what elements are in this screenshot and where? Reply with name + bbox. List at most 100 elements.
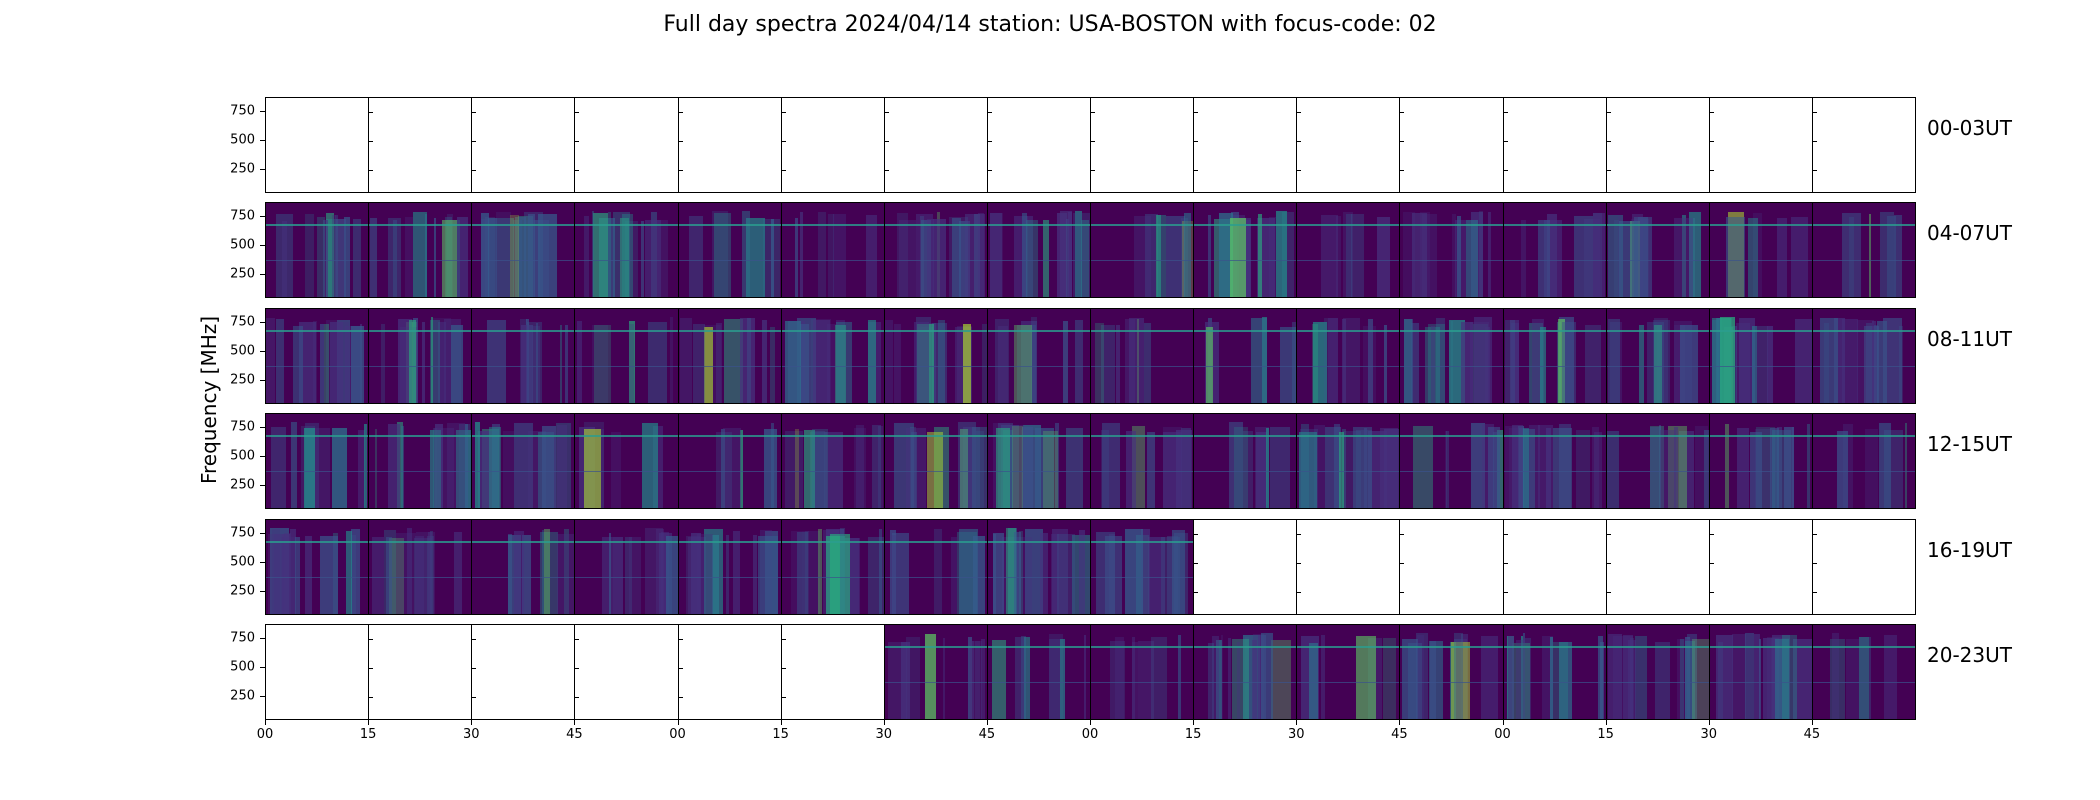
spectrum-stripe [1553, 642, 1568, 719]
spectrum-band-line [1606, 223, 1709, 226]
spectrum-stripe [995, 428, 1010, 508]
panel-tick [1297, 563, 1302, 565]
panel-tick [1091, 141, 1095, 143]
spectrum-stripe [1460, 634, 1469, 719]
spectrum-stripe [1753, 213, 1762, 297]
spectrum-stripe [1753, 633, 1760, 719]
spectrum-stripe [1865, 428, 1879, 508]
panel-tick [1709, 141, 1714, 143]
spectrum-stripe [350, 535, 356, 614]
spectrum-stripe [1466, 219, 1479, 297]
spectrum-band-line [266, 223, 369, 226]
spectrum-stripe [1752, 326, 1757, 403]
panel-tick [781, 111, 786, 113]
spectrum-stripe [1425, 326, 1440, 403]
spectrum-stripe [1770, 428, 1780, 508]
spectrum-panel [1708, 413, 1813, 509]
spectrum-band-line [575, 366, 678, 368]
spectrum-stripe [981, 639, 986, 719]
spectrum-stripe [324, 323, 329, 403]
spectrum-stripe [971, 427, 987, 508]
spectrum-stripe [669, 317, 673, 403]
spectrum-stripe [1529, 424, 1541, 508]
spectrum-stripe [266, 317, 276, 403]
spectrum-stripe [393, 219, 397, 297]
spectrum-stripe [1654, 325, 1663, 403]
spectrum-panel [1502, 624, 1607, 720]
spectrum-panel [1811, 413, 1916, 509]
spectrum-stripe [913, 321, 929, 403]
spectrum-stripe [1114, 637, 1124, 719]
spectrum-stripe [369, 218, 378, 297]
spectrum-stripe [1341, 319, 1346, 403]
spectrum-stripe [1519, 428, 1530, 508]
spectrum-stripe [689, 215, 704, 297]
spectrum-stripe [1905, 423, 1908, 508]
x-tick-label: 15 [1184, 727, 1202, 742]
spectrum-panel [780, 202, 885, 298]
spectrum-stripe [697, 533, 714, 614]
panel-tick [1812, 111, 1817, 113]
y-tick-label: 750 [230, 630, 255, 646]
spectrum-band-line [987, 366, 1090, 368]
spectrum-panel [1090, 519, 1195, 615]
spectrum-stripe [310, 428, 331, 508]
spectrum-band-line [1606, 434, 1709, 437]
spectrum-band-line [1503, 366, 1606, 368]
spectrum-band-line [1812, 645, 1915, 648]
spectrum-band-line [1812, 223, 1915, 226]
y-tick-label: 250 [230, 477, 255, 493]
spectrum-stripe [388, 217, 401, 297]
spectrum-panel [574, 308, 679, 404]
panel-tick [472, 170, 477, 172]
panel-tick [1297, 592, 1302, 594]
spectrum-stripe [1718, 642, 1724, 719]
spectrum-band-line [1194, 645, 1297, 648]
spectrum-stripe [910, 432, 918, 508]
spectrum-band-line [1812, 366, 1915, 368]
spectrum-stripe [1550, 636, 1553, 719]
spectrum-band-line [1812, 260, 1915, 262]
spectrum-stripe [564, 325, 568, 403]
spectrum-panel [677, 97, 782, 193]
spectrum-stripe [1022, 426, 1033, 508]
spectrum-stripe [1558, 642, 1573, 719]
spectrum-stripe [593, 325, 611, 403]
spectrum-band-line [781, 223, 884, 226]
spectrum-stripe [644, 220, 662, 297]
spectrum-stripe [1300, 428, 1318, 508]
spectrum-stripe [1165, 215, 1186, 297]
y-tick-label: 500 [230, 343, 255, 359]
spectrum-band-line [1091, 329, 1194, 332]
spectrum-stripe [747, 318, 752, 403]
y-tick-mark [260, 110, 265, 112]
spectrum-stripe [771, 422, 775, 508]
panel-tick [1503, 141, 1508, 143]
spectrum-stripe [1574, 215, 1594, 297]
panel-tick [1503, 111, 1508, 113]
spectrum-panel [1193, 202, 1298, 298]
spectrum-stripe [1132, 641, 1139, 719]
spectrum-stripe [1265, 427, 1269, 508]
spectrum-band-line [1297, 223, 1400, 226]
spectrum-stripe [427, 535, 435, 614]
spectrum-stripe [1829, 638, 1845, 719]
x-tick-label: 00 [669, 727, 686, 742]
spectrum-stripe [1471, 423, 1485, 508]
spectrum-stripe [1650, 426, 1662, 508]
spectrum-stripe [1011, 425, 1023, 508]
spectrum-band-line [575, 260, 678, 262]
spectrum-panel [780, 624, 885, 720]
spectrum-stripe [1136, 318, 1140, 403]
spectrum-band-line [266, 260, 369, 262]
spectrum-panel [986, 519, 1091, 615]
spectrum-stripe [796, 531, 808, 614]
panel-tick [1606, 533, 1611, 535]
spectrum-band-line [369, 329, 472, 332]
spectrum-stripe [1846, 638, 1859, 719]
y-tick-label: 500 [230, 237, 255, 253]
spectrum-stripe [1679, 639, 1685, 719]
panel-tick [1812, 592, 1817, 594]
panel-tick [1194, 111, 1199, 113]
spectrum-panel [883, 519, 988, 615]
